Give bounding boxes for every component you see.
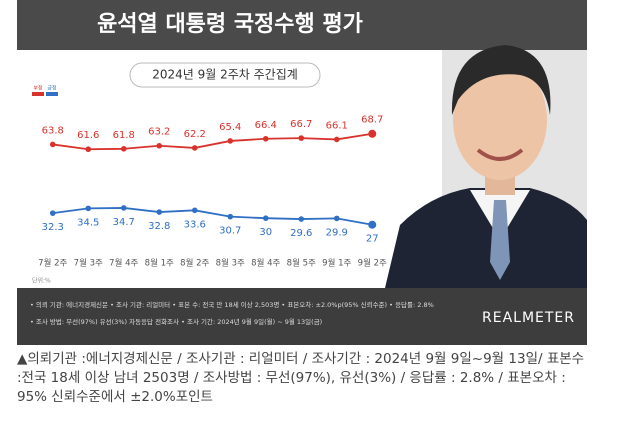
value-label: 66.1 xyxy=(326,120,348,131)
point xyxy=(191,207,198,214)
value-label: 68.7 xyxy=(361,115,383,126)
value-label: 30.7 xyxy=(219,226,241,237)
legend-label: 긍정 xyxy=(47,85,56,92)
photo xyxy=(385,45,587,288)
line xyxy=(52,132,373,151)
value-label: 30 xyxy=(259,227,272,238)
point xyxy=(368,220,377,229)
point xyxy=(262,215,269,221)
value-label: 32.3 xyxy=(42,222,64,233)
x-tick-label: 7월 2주 xyxy=(38,258,67,269)
value-label: 33.6 xyxy=(184,219,206,230)
point xyxy=(262,135,269,142)
point xyxy=(368,129,377,138)
value-label: 29.9 xyxy=(326,227,348,238)
legend-label: 부정 xyxy=(33,85,42,92)
point xyxy=(120,205,127,211)
point xyxy=(120,146,127,152)
legend-swatch xyxy=(32,92,44,96)
x-tick-label: 7월 4주 xyxy=(109,258,138,269)
footer-bar xyxy=(17,288,587,345)
point xyxy=(85,205,92,212)
value-label: 61.8 xyxy=(113,130,135,141)
x-tick-label: 8월 2주 xyxy=(180,258,209,269)
chart: 윤석열 대통령 국정수행 평가 2024년 9월 2주차 주간집계 단위:% •… xyxy=(17,0,587,345)
value-label: 65.4 xyxy=(219,122,241,133)
point xyxy=(191,145,198,151)
chart-subtitle: 2024년 9월 2주차 주간집계 xyxy=(152,68,298,82)
value-label: 34.5 xyxy=(77,217,99,228)
x-tick-label: 9월 1주 xyxy=(322,258,351,269)
x-tick-label: 8월 3주 xyxy=(216,258,245,269)
caption: ▲의뢰기관 :에너지경제신문 / 조사기관 : 리얼미터 / 조사기간 : 20… xyxy=(17,351,585,405)
logo: REALMETER xyxy=(482,310,575,326)
x-tick-label: 8월 4주 xyxy=(251,258,280,269)
subtitle-pill xyxy=(129,62,321,88)
point xyxy=(227,213,234,220)
value-label: 32.8 xyxy=(148,221,170,232)
value-label: 27 xyxy=(366,234,379,245)
point xyxy=(156,209,163,215)
point xyxy=(298,135,305,141)
value-label: 66.4 xyxy=(255,120,277,131)
point xyxy=(227,138,234,144)
value-label: 62.2 xyxy=(184,129,206,140)
value-label: 66.7 xyxy=(290,119,312,130)
title-bar xyxy=(17,0,587,50)
point xyxy=(49,141,56,148)
legend-swatch xyxy=(46,92,58,96)
point xyxy=(333,136,340,143)
value-label: 61.6 xyxy=(77,130,99,141)
x-tick-label: 7월 3주 xyxy=(74,258,103,269)
point xyxy=(298,216,305,222)
value-label: 63.2 xyxy=(148,127,170,138)
footer-note: • 조사 방법: 무선(97%) 유선(3%) 자동응답 전화조사 • 조사 기… xyxy=(30,317,322,326)
chart-title: 윤석열 대통령 국정수행 평가 xyxy=(97,12,363,37)
footer-note: • 의뢰 기관: 에너지경제신문 • 조사 기관: 리얼미터 • 표본 수: 전… xyxy=(30,300,434,309)
point xyxy=(156,142,163,149)
x-tick-label: 8월 1주 xyxy=(145,258,174,269)
value-label: 34.7 xyxy=(113,217,135,228)
x-tick-label: 8월 5주 xyxy=(287,258,316,269)
value-label: 29.6 xyxy=(290,228,312,239)
point xyxy=(333,215,340,222)
point xyxy=(85,146,92,153)
x-tick-label: 9월 2주 xyxy=(358,258,387,269)
value-label: 63.8 xyxy=(42,125,64,136)
chart-panel xyxy=(17,50,442,288)
point xyxy=(49,210,56,216)
unit-note: 단위:% xyxy=(32,277,51,285)
line xyxy=(52,207,373,226)
